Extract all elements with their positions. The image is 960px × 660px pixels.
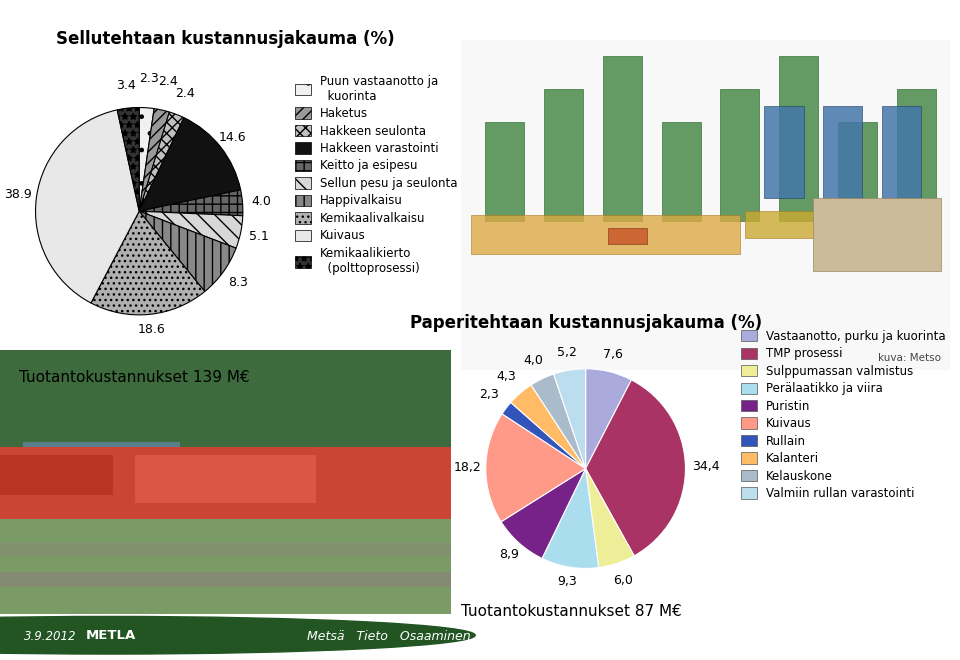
Text: 18,2: 18,2 (454, 461, 482, 474)
Bar (838, 122, 876, 221)
Wedge shape (117, 108, 139, 211)
Wedge shape (139, 112, 184, 211)
Bar (324, 450, 451, 508)
Text: 6,0: 6,0 (612, 574, 633, 587)
Wedge shape (502, 403, 586, 469)
Text: 2.3: 2.3 (139, 73, 158, 85)
Legend: Puun vastaanotto ja
  kuorinta, Haketus, Hakkeen seulonta, Hakkeen varastointi, : Puun vastaanotto ja kuorinta, Haketus, H… (296, 75, 458, 275)
Bar (135, 455, 316, 503)
Bar (764, 106, 804, 198)
Bar (897, 89, 936, 221)
Text: 38.9: 38.9 (4, 188, 32, 201)
Text: 3.9.2012: 3.9.2012 (24, 630, 77, 643)
Wedge shape (586, 469, 635, 568)
Text: 5.1: 5.1 (249, 230, 269, 242)
Text: Metsä   Tieto   Osaaminen   Hyvinvointi: Metsä Tieto Osaaminen Hyvinvointi (307, 630, 553, 643)
Wedge shape (554, 369, 586, 469)
Wedge shape (139, 190, 243, 216)
Text: 4,3: 4,3 (496, 370, 516, 383)
Circle shape (0, 616, 475, 654)
Bar (0, 447, 451, 521)
Text: 7,6: 7,6 (604, 348, 623, 360)
Text: 3.4: 3.4 (116, 79, 135, 92)
Text: 18.6: 18.6 (137, 323, 165, 337)
Text: 4.0: 4.0 (252, 195, 271, 208)
Wedge shape (486, 414, 586, 522)
Bar (23, 442, 180, 469)
Bar (0, 572, 451, 587)
Wedge shape (91, 211, 204, 315)
Bar (720, 89, 759, 221)
Text: Sellutehtaan kustannusjakauma (%): Sellutehtaan kustannusjakauma (%) (57, 30, 395, 48)
Text: kuva: Metso: kuva: Metso (877, 353, 941, 363)
Bar (544, 89, 583, 221)
Bar (745, 211, 931, 238)
Wedge shape (542, 469, 599, 568)
Bar (780, 56, 818, 221)
Text: Paperitehtaan kustannusjakauma (%): Paperitehtaan kustannusjakauma (%) (410, 314, 761, 331)
Wedge shape (139, 108, 155, 211)
Text: 9: 9 (925, 629, 936, 644)
Text: 5,2: 5,2 (557, 346, 576, 359)
Wedge shape (139, 117, 241, 211)
Bar (661, 122, 701, 221)
Legend: Vastaanotto, purku ja kuorinta, TMP prosessi, Sulppumassan valmistus, Perälaatik: Vastaanotto, purku ja kuorinta, TMP pros… (741, 330, 946, 500)
Wedge shape (586, 380, 685, 556)
Text: 2.4: 2.4 (158, 75, 178, 88)
Wedge shape (139, 211, 236, 292)
Text: METLA: METLA (85, 629, 135, 642)
Bar (0, 350, 451, 450)
Bar (813, 198, 941, 271)
Text: 2,3: 2,3 (479, 388, 498, 401)
Wedge shape (531, 374, 586, 469)
Text: 34,4: 34,4 (691, 460, 719, 473)
Text: Tuotantokustannukset 139 M€: Tuotantokustannukset 139 M€ (19, 370, 250, 385)
Bar (470, 214, 740, 254)
Bar (608, 228, 647, 244)
Text: 8.3: 8.3 (228, 277, 249, 289)
Bar (485, 122, 524, 221)
Text: 9,3: 9,3 (558, 576, 577, 589)
Text: Tuotantokustannukset 87 M€: Tuotantokustannukset 87 M€ (461, 604, 682, 619)
Wedge shape (36, 110, 139, 303)
Wedge shape (501, 469, 586, 558)
Bar (0, 455, 113, 495)
Wedge shape (586, 369, 632, 469)
Text: 14.6: 14.6 (219, 131, 247, 144)
Text: 4,0: 4,0 (523, 354, 543, 368)
Bar (823, 106, 862, 198)
Text: 2.4: 2.4 (175, 87, 195, 100)
Bar (882, 106, 921, 198)
Text: 8,9: 8,9 (499, 548, 519, 560)
Wedge shape (139, 109, 169, 211)
Bar (0, 543, 451, 556)
Wedge shape (511, 385, 586, 469)
Bar (603, 56, 642, 221)
Bar (0, 519, 451, 614)
Wedge shape (139, 211, 243, 248)
